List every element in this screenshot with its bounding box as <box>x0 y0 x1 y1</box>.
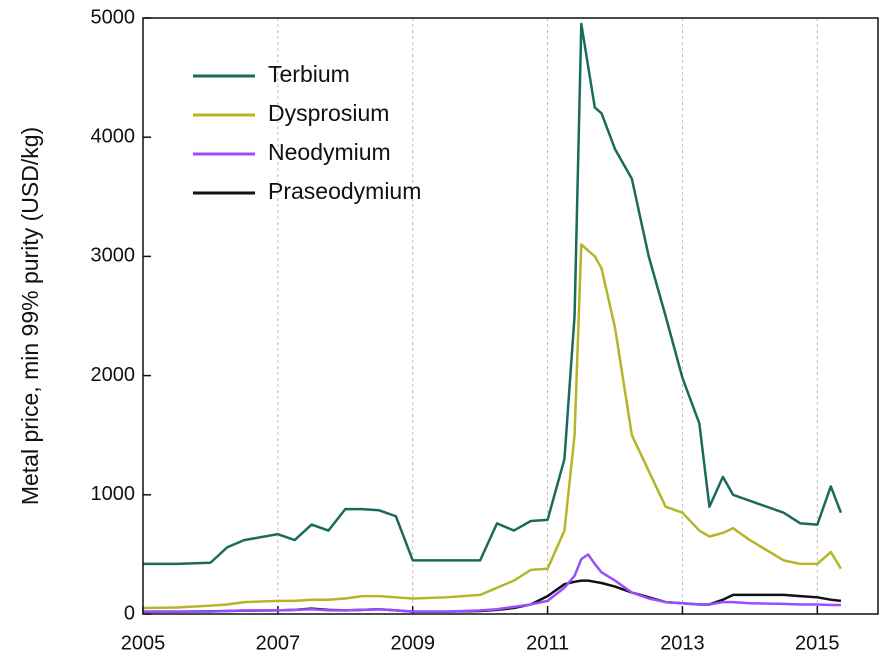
series-line <box>143 579 842 613</box>
series-line <box>143 553 841 613</box>
legend-label: Terbium <box>268 61 350 87</box>
legend-label: Dysprosium <box>268 100 389 126</box>
x-tick-label: 2005 <box>121 632 166 654</box>
legend-label: Praseodymium <box>268 178 421 204</box>
y-tick-label: 2000 <box>91 364 136 386</box>
x-tick-label: 2007 <box>256 632 301 654</box>
x-tick-label: 2009 <box>390 632 435 654</box>
series-line <box>143 22 843 566</box>
y-axis-label: Metal price, min 99% purity (USD/kg) <box>17 127 43 505</box>
plot-frame <box>142 17 879 615</box>
x-tick-label: 2013 <box>660 632 705 654</box>
y-tick-label: 4000 <box>91 125 136 147</box>
y-tick-label: 3000 <box>91 245 136 267</box>
series-line <box>142 243 842 610</box>
y-tick-label: 1000 <box>91 483 136 505</box>
y-tick-label: 5000 <box>91 6 136 28</box>
x-tick-label: 2015 <box>795 632 840 654</box>
x-tick-label: 2011 <box>526 632 569 654</box>
legend-label: Neodymium <box>268 139 391 165</box>
legend: Terbium Dysprosium Neodymium Praseodymium <box>193 61 421 204</box>
y-tick-label: 0 <box>124 602 135 624</box>
